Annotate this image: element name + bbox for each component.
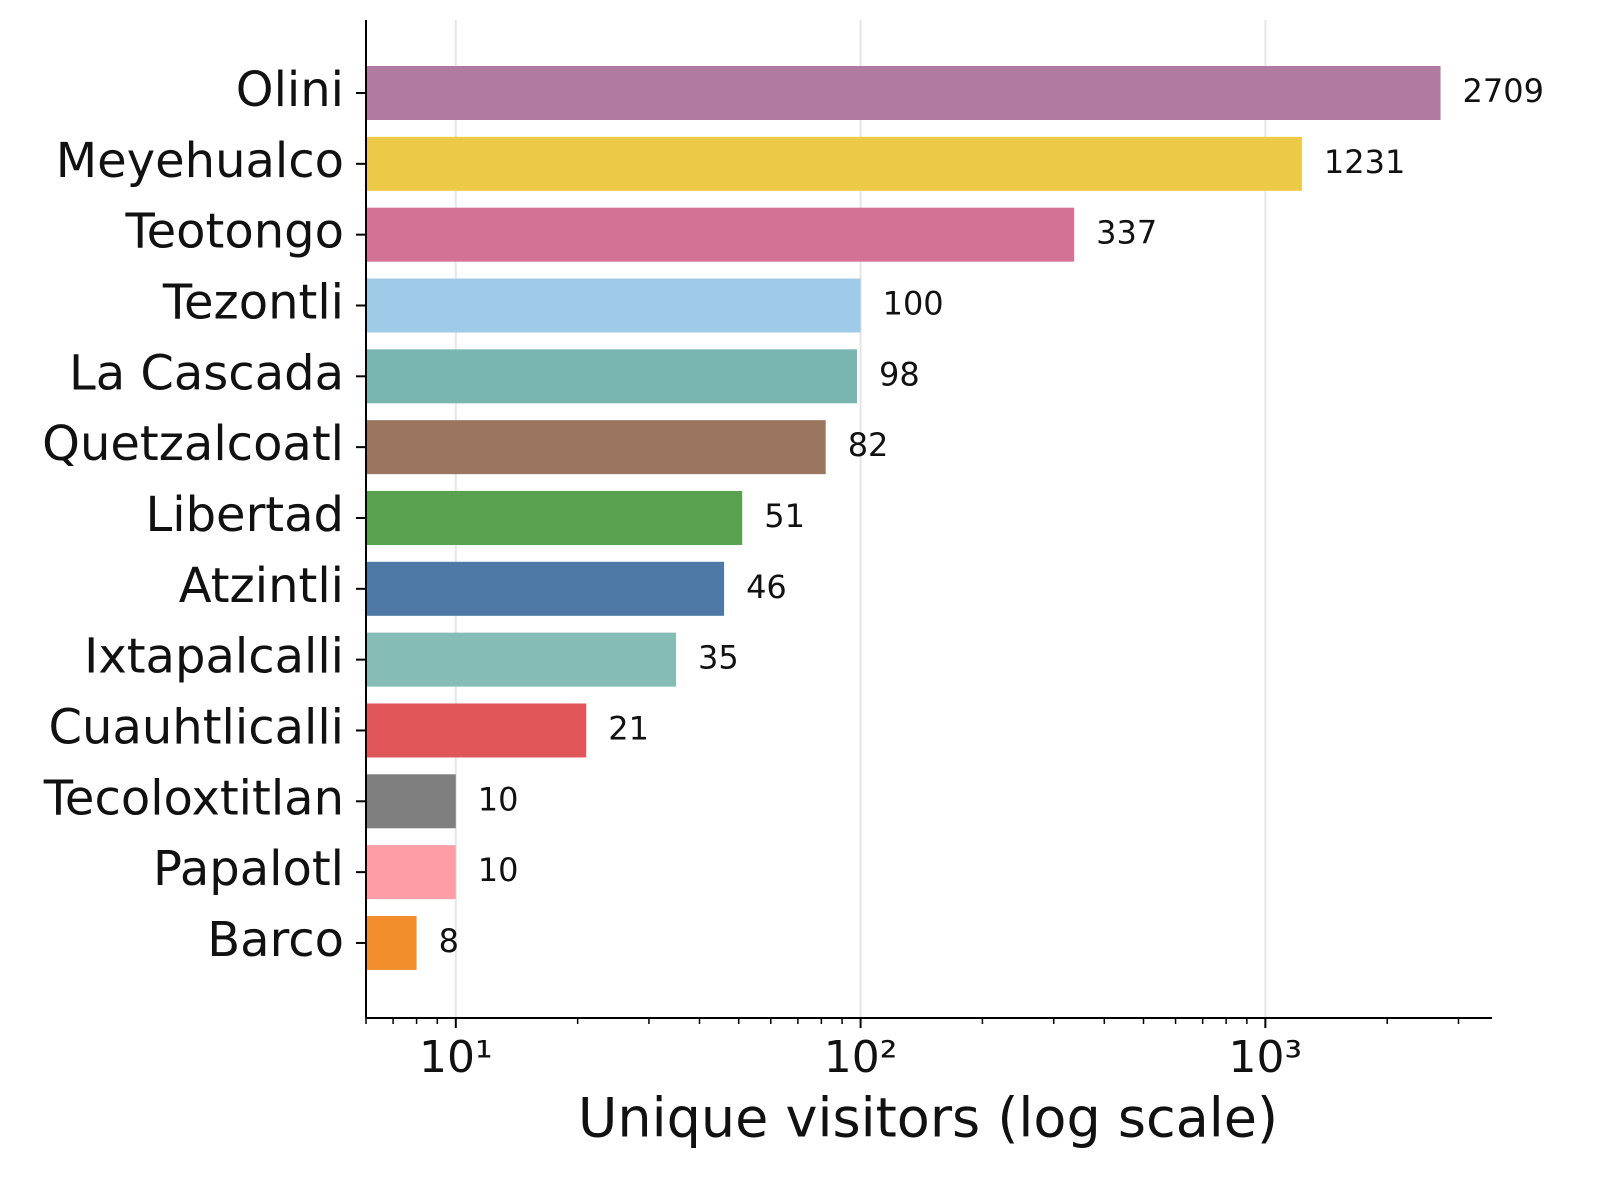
bar — [366, 915, 417, 970]
bar — [366, 349, 858, 404]
y-tick-label: Teotongo — [124, 204, 344, 260]
bar — [366, 561, 725, 616]
value-label: 10 — [478, 780, 519, 818]
bar — [366, 845, 456, 900]
y-tick-label: Tecoloxtitlan — [43, 770, 344, 826]
y-tick-label: Olini — [236, 62, 344, 118]
value-label: 337 — [1096, 214, 1157, 252]
x-tick-label: 10² — [824, 1032, 898, 1083]
value-label: 100 — [883, 284, 944, 322]
x-tick-label: 10³ — [1229, 1032, 1303, 1083]
value-label: 51 — [764, 497, 805, 535]
value-label: 82 — [848, 426, 889, 464]
value-label: 2709 — [1463, 72, 1544, 110]
bar — [366, 66, 1441, 120]
bar — [366, 703, 587, 758]
bar — [366, 420, 826, 475]
value-label: 8 — [439, 922, 459, 960]
y-tick-label: Libertad — [145, 487, 344, 543]
value-label: 46 — [746, 568, 787, 606]
bar — [366, 136, 1302, 191]
value-label: 1231 — [1324, 143, 1405, 181]
y-tick-label: La Cascada — [69, 345, 344, 401]
bar — [366, 278, 861, 333]
y-tick-label: Papalotl — [153, 841, 344, 897]
y-tick-label: Meyehualco — [56, 133, 344, 189]
bar — [366, 207, 1075, 262]
bar — [366, 632, 677, 687]
bar — [366, 774, 456, 829]
value-label: 35 — [698, 639, 739, 677]
value-label: 98 — [879, 355, 920, 393]
y-tick-label: Tezontli — [162, 274, 344, 330]
y-tick-label: Atzintli — [179, 558, 344, 614]
x-tick-label: 10¹ — [419, 1032, 493, 1083]
x-axis-label: Unique visitors (log scale) — [578, 1087, 1278, 1150]
y-tick-label: Quetzalcoatl — [42, 416, 344, 472]
value-label: 10 — [478, 851, 519, 889]
y-tick-label: Cuauhtlicalli — [49, 699, 345, 755]
y-tick-label: Barco — [207, 912, 344, 968]
bar — [366, 490, 743, 545]
value-label: 21 — [608, 709, 649, 747]
y-tick-label: Ixtapalcalli — [84, 629, 344, 685]
